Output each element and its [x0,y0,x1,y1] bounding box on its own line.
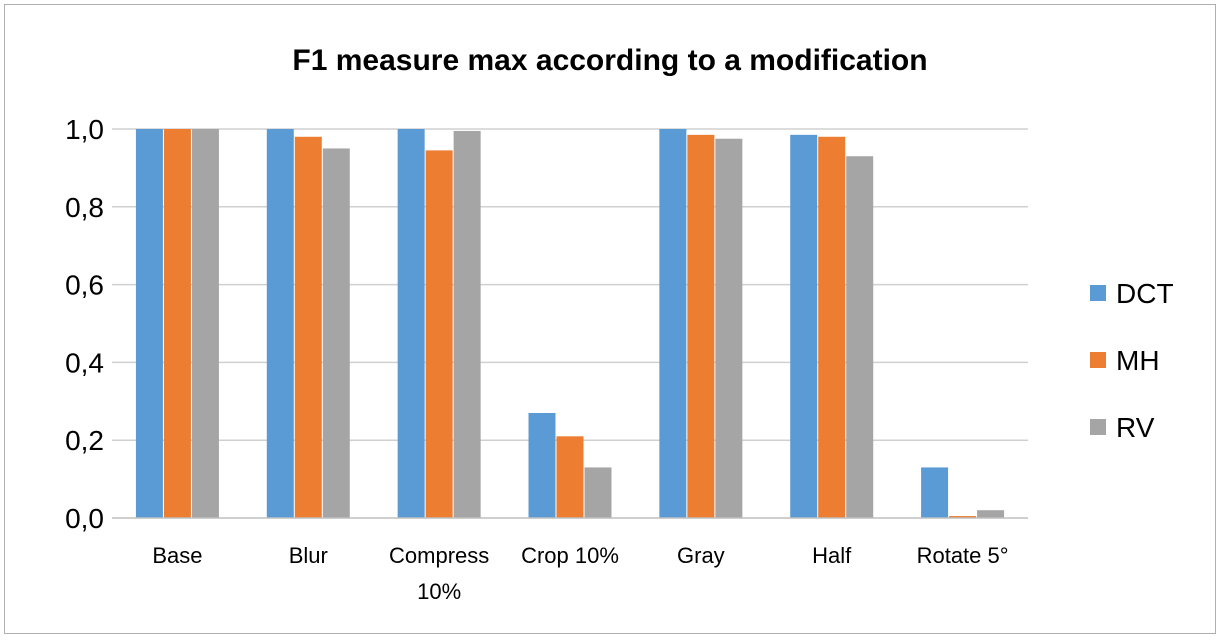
y-tick-label: 0,0 [65,503,104,534]
bar-rv-compress-10 [453,130,481,518]
bar-mh-rotate-5 [949,516,977,518]
legend-swatch-mh [1090,352,1106,368]
bar-dct-gray [659,129,687,518]
legend: DCT MH RV [1090,278,1174,443]
bar-mh-crop-10 [556,436,584,518]
x-tick-label: Gray [677,543,725,568]
legend-label-dct: DCT [1116,278,1174,309]
bar-rv-crop-10 [584,467,612,518]
x-tick-label: Half [812,543,852,568]
bar-dct-base [135,129,163,518]
bar-mh-half [818,136,846,518]
bar-dct-rotate-5 [921,467,949,518]
legend-swatch-dct [1090,285,1106,301]
y-tick-label: 0,4 [65,347,104,378]
bar-rv-base [191,129,219,518]
x-tick-label: Rotate 5° [917,543,1009,568]
bar-dct-compress-10 [397,129,425,518]
bar-mh-gray [687,134,715,518]
bar-dct-half [790,134,818,518]
y-axis-tick-labels: 0,0 0,2 0,4 0,6 0,8 1,0 [65,114,104,534]
x-axis-tick-labels: Base Blur Compress 10% Crop 10% Gray Half Rotat… [152,543,1008,604]
bar-rv-gray [715,138,743,518]
bar-mh-blur [294,136,322,518]
bar-dct-blur [266,129,294,518]
gridlines [112,128,1028,441]
bar-rv-half [846,156,874,519]
x-tick-label: Blur [289,543,328,568]
y-tick-label: 0,8 [65,192,104,223]
y-tick-label: 1,0 [65,114,104,145]
bar-dct-crop-10 [528,412,556,518]
bars [135,129,1005,519]
x-tick-label: Crop 10% [521,543,619,568]
legend-swatch-rv [1090,419,1106,435]
legend-label-rv: RV [1116,412,1155,443]
bar-mh-compress-10 [425,150,453,518]
bar-rv-blur [322,148,350,518]
y-tick-label: 0,6 [65,270,104,301]
chart-title: F1 measure max according to a modificati… [292,44,927,77]
bar-rv-rotate-5 [977,510,1005,518]
x-tick-label: Compress 10% [389,543,489,604]
bar-mh-base [163,129,191,518]
y-tick-label: 0,2 [65,425,104,456]
x-tick-label: Base [152,543,202,568]
legend-label-mh: MH [1116,345,1160,376]
